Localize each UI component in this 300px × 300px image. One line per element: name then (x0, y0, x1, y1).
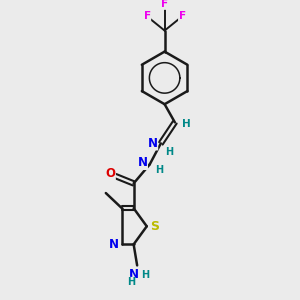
Text: H: H (141, 270, 149, 280)
Text: F: F (161, 0, 168, 9)
Text: H: H (127, 278, 135, 287)
Text: F: F (178, 11, 186, 21)
Text: N: N (129, 268, 139, 281)
Text: O: O (105, 167, 115, 180)
Text: N: N (109, 238, 119, 251)
Text: N: N (137, 156, 147, 170)
Text: H: H (182, 119, 190, 129)
Text: S: S (150, 220, 159, 233)
Text: N: N (148, 137, 158, 150)
Text: F: F (143, 11, 151, 21)
Text: H: H (165, 146, 173, 157)
Text: H: H (155, 165, 163, 175)
